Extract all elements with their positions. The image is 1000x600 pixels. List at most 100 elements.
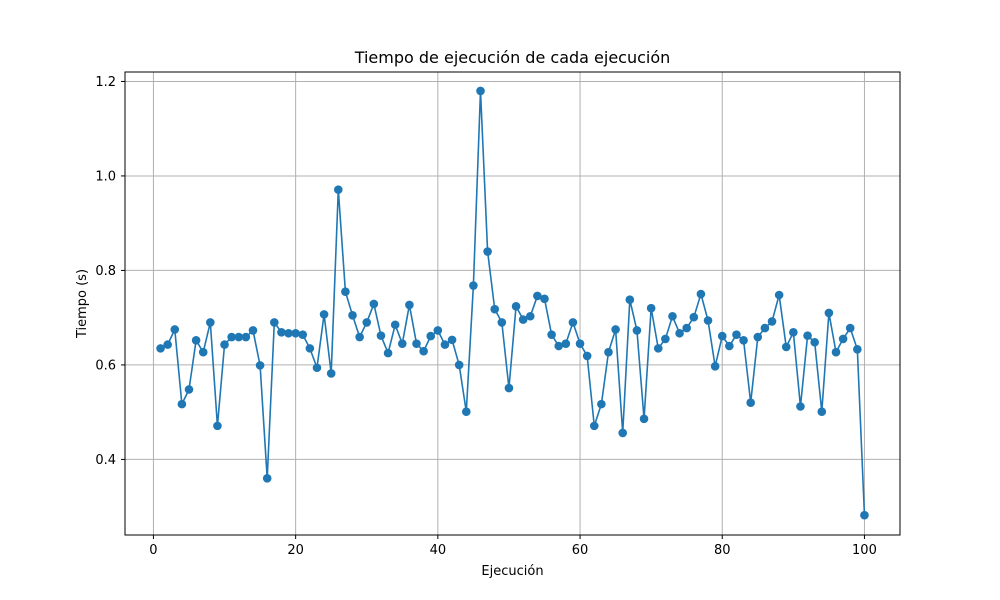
data-point (234, 332, 244, 342)
data-point (312, 363, 322, 373)
y-axis-label: Tiempo (s) (75, 269, 90, 339)
data-point (419, 346, 428, 356)
data-point (703, 316, 713, 325)
data-point (291, 328, 300, 338)
data-point (184, 385, 194, 394)
data-point (810, 337, 819, 347)
data-point (533, 291, 542, 301)
data-point (341, 287, 350, 296)
data-point (198, 347, 208, 357)
data-point (540, 294, 549, 304)
x-axis-label: Ejecución (481, 564, 543, 579)
data-point (767, 317, 777, 326)
data-point (845, 323, 855, 333)
data-point (675, 328, 684, 338)
data-point (447, 335, 457, 345)
data-point (220, 340, 229, 349)
y-tick-label: 0.4 (95, 453, 116, 468)
data-point (383, 348, 393, 358)
data-point (717, 331, 727, 341)
data-point (803, 331, 812, 340)
data-point (796, 402, 805, 411)
data-point (653, 344, 663, 353)
data-point (412, 339, 421, 348)
data-point (689, 312, 699, 322)
x-tick-label: 40 (430, 543, 447, 558)
series-tiempo (156, 86, 869, 520)
data-point (213, 421, 222, 431)
data-point (241, 332, 251, 342)
data-point (547, 330, 556, 339)
data-point (831, 347, 841, 357)
data-point (284, 328, 293, 338)
data-point (753, 332, 763, 342)
data-point (355, 332, 364, 342)
data-point (781, 342, 791, 352)
chart-title: Tiempo de ejecución de cada ejecución (354, 48, 671, 67)
data-point (177, 399, 187, 409)
data-point (397, 339, 407, 348)
series-line (160, 90, 866, 516)
data-point (277, 328, 286, 337)
data-point (618, 428, 628, 438)
data-point (561, 339, 571, 348)
data-point (476, 86, 485, 96)
data-point (575, 339, 585, 348)
data-point (853, 345, 862, 354)
data-point (426, 331, 436, 341)
data-point (454, 360, 464, 370)
data-point (497, 318, 507, 327)
plot-area-frame (124, 71, 901, 536)
data-point (554, 341, 564, 351)
x-tick-label: 0 (149, 543, 157, 558)
data-point (632, 326, 642, 335)
y-tick-label: 1.2 (95, 75, 116, 90)
data-point (163, 340, 172, 349)
x-tick-label: 60 (572, 543, 589, 558)
data-point (739, 336, 748, 345)
x-tick-label: 80 (714, 543, 731, 558)
data-point (191, 336, 201, 345)
data-point (369, 299, 379, 309)
data-point (376, 331, 386, 340)
data-point (511, 302, 521, 311)
data-point (696, 289, 706, 299)
data-point (725, 341, 734, 351)
data-point (170, 325, 180, 334)
data-point (525, 311, 535, 321)
data-point (461, 407, 471, 416)
data-point (639, 414, 649, 424)
data-point (227, 332, 236, 342)
data-point (646, 303, 656, 313)
data-point (490, 304, 500, 314)
data-point (668, 311, 677, 321)
data-point (206, 318, 215, 327)
x-tick-label: 20 (287, 543, 304, 558)
data-point (440, 340, 450, 349)
data-point (469, 281, 478, 290)
data-point (582, 351, 592, 361)
data-point (255, 361, 265, 370)
data-point (789, 328, 798, 337)
data-point (824, 308, 834, 318)
data-point (504, 383, 514, 393)
data-point (589, 421, 599, 431)
data-point (568, 318, 578, 327)
data-point (156, 344, 165, 353)
data-point (326, 369, 336, 378)
axis-ticks: 0 20 40 60 80 100 0.4 0.6 0.8 1.0 1.2 (95, 75, 877, 558)
data-point (597, 399, 606, 409)
data-point (661, 334, 670, 344)
data-point (611, 325, 620, 334)
data-point (710, 362, 720, 371)
data-point (838, 334, 848, 344)
data-point (817, 407, 827, 416)
data-point (760, 323, 770, 333)
data-point (625, 295, 635, 305)
data-point (348, 311, 357, 320)
data-point (732, 330, 741, 339)
data-point (334, 185, 343, 194)
data-point (362, 318, 372, 327)
